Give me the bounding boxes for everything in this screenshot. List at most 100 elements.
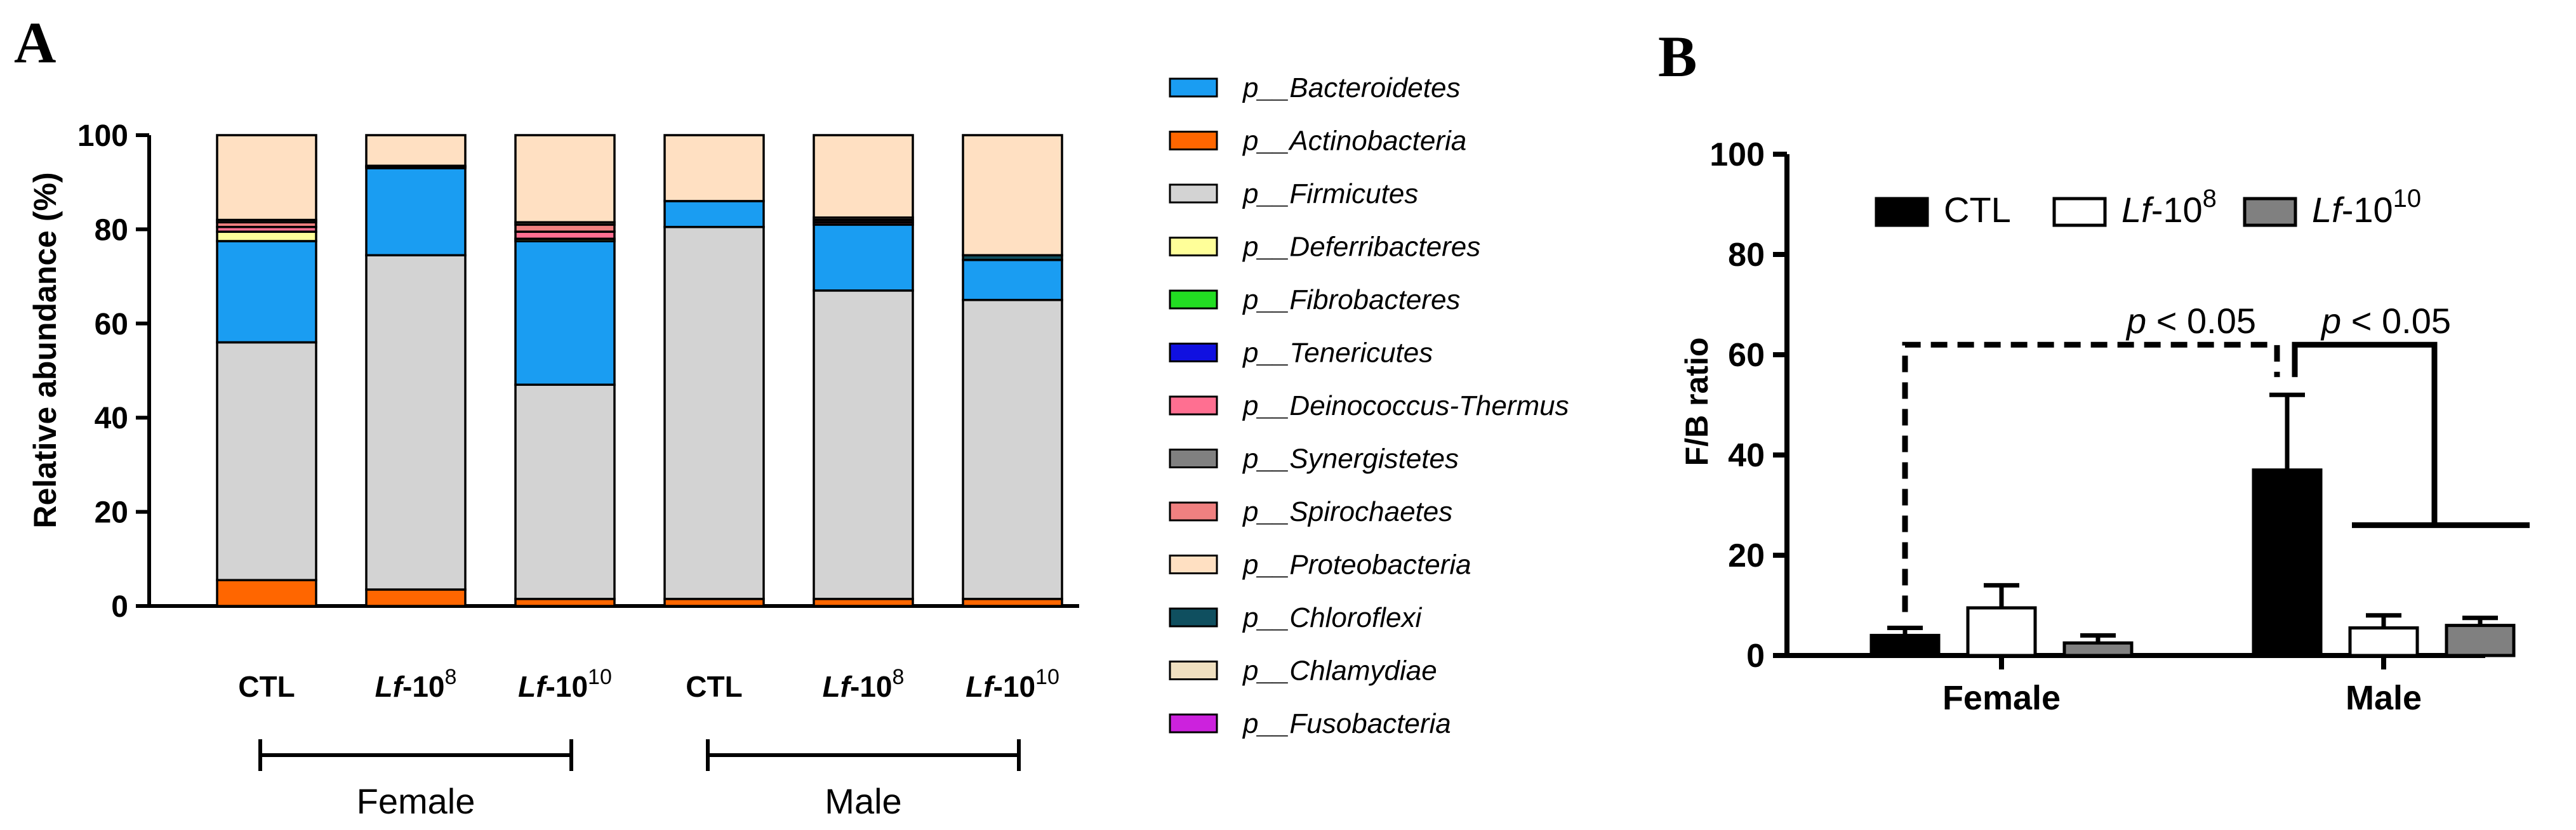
bar-segment — [514, 383, 616, 600]
legend-swatch — [1169, 501, 1218, 522]
bar-segment — [514, 240, 616, 386]
group-label: Male — [825, 781, 901, 821]
legend-label: p__Fusobacteria — [1242, 708, 1451, 739]
bar-segment — [216, 134, 317, 221]
panel-label-a: A — [14, 10, 56, 75]
bar — [2062, 641, 2134, 657]
bar-segment — [663, 200, 765, 228]
legend-label: CTL — [1944, 190, 2011, 230]
y-tick-label: 40 — [1728, 437, 1765, 474]
legend-label: p__Firmicutes — [1242, 178, 1418, 209]
legend-label: p__Deinococcus-Thermus — [1242, 390, 1569, 421]
legend-swatch — [1169, 555, 1218, 574]
significance-bracket-dashed — [1902, 341, 2280, 612]
bar-segment — [216, 341, 317, 581]
fb-y-axis-label: F/B ratio — [1679, 338, 1715, 466]
bar-segment — [813, 289, 914, 600]
legend-swatch — [2052, 197, 2107, 227]
abundance-y-axis-label: Relative abundance (%) — [27, 172, 63, 528]
legend-label: p__Chlamydiae — [1242, 655, 1437, 687]
fb-bars — [1869, 392, 2516, 657]
legend-swatch — [1169, 131, 1218, 150]
legend-swatch — [1875, 197, 1929, 227]
y-tick-label: 100 — [77, 119, 128, 153]
y-tick-label: 60 — [1728, 337, 1765, 374]
bar-segment — [813, 134, 914, 219]
legend-label: p__Bacteroidetes — [1242, 72, 1460, 103]
bar-segment — [216, 579, 317, 607]
bar — [1966, 606, 2037, 657]
y-tick-label: 40 — [95, 402, 128, 435]
y-tick-label: 80 — [1728, 237, 1765, 273]
y-tick-label: 0 — [1746, 638, 1765, 675]
fb-axes: 0 20 40 60 80 100 Female Male — [1710, 136, 2485, 717]
x-tick-label: CTL — [238, 670, 295, 703]
y-tick-label: 60 — [95, 308, 128, 341]
y-tick-label: 0 — [111, 590, 128, 624]
legend-swatch — [1169, 77, 1218, 98]
significance-label: p < 0.05 — [2320, 301, 2451, 341]
panel-label-b: B — [1658, 24, 1697, 89]
legend-label: Lf-1010 — [2312, 185, 2421, 230]
significance-label: p < 0.05 — [2125, 301, 2256, 341]
legend-swatch — [1169, 289, 1218, 310]
bar-segment — [365, 588, 467, 607]
significance-bracket-solid — [2292, 341, 2438, 525]
legend-swatch — [1169, 661, 1218, 680]
x-tick-label: Male — [2346, 679, 2422, 717]
x-tick-label: Lf-108 — [823, 665, 905, 703]
bar-segment — [962, 134, 1063, 256]
x-tick-label: Lf-1010 — [518, 665, 612, 703]
bar — [2252, 468, 2323, 657]
legend-swatch — [1169, 183, 1218, 204]
legend-swatch — [2243, 197, 2297, 227]
y-tick-label: 20 — [1728, 537, 1765, 574]
legend-label: p__Fibrobacteres — [1242, 284, 1460, 315]
y-tick-label: 80 — [95, 213, 128, 247]
bar-segment — [216, 230, 317, 242]
legend-label: p__Chloroflexi — [1242, 602, 1422, 633]
bar-segment — [216, 240, 317, 344]
legend-label: p__Tenericutes — [1242, 338, 1433, 369]
bar — [2445, 624, 2516, 657]
bar-segment — [365, 134, 467, 167]
legend-label: p__Actinobacteria — [1242, 126, 1466, 157]
abundance-group-brackets: Female Male — [258, 739, 1021, 821]
y-tick-label: 100 — [1710, 136, 1765, 173]
y-tick-label: 20 — [95, 496, 128, 530]
bar-segment — [962, 298, 1063, 600]
legend-swatch — [1169, 713, 1218, 734]
x-tick-label: Lf-108 — [375, 665, 457, 703]
bar-segment — [663, 134, 765, 202]
x-tick-label: Female — [1942, 679, 2061, 717]
abundance-bars — [216, 134, 1063, 607]
legend-swatch — [1169, 343, 1218, 362]
legend-swatch — [1169, 449, 1218, 468]
abundance-x-labels: CTL Lf-108 Lf-1010 CTL Lf-108 Lf-1010 — [238, 665, 1059, 703]
fb-legend: CTL Lf-108 Lf-1010 — [1875, 185, 2421, 230]
fb-significance: p < 0.05 p < 0.05 — [1902, 301, 2530, 612]
bar — [2348, 626, 2419, 657]
bar-segment — [663, 225, 765, 600]
stacked-abundance-chart: 0 20 40 60 80 100 CTL Lf-108 Lf-1010 CTL Lf-108 Lf… — [27, 119, 1079, 821]
legend-label: p__Proteobacteria — [1242, 550, 1471, 581]
legend-label: p__Deferribacteres — [1242, 232, 1480, 263]
bar-segment — [813, 223, 914, 292]
legend-swatch — [1169, 607, 1218, 628]
group-label: Female — [357, 781, 475, 821]
x-tick-label: Lf-1010 — [966, 665, 1059, 703]
bar — [1869, 633, 1941, 657]
legend-swatch — [1169, 237, 1218, 256]
x-tick-label: CTL — [686, 670, 742, 703]
legend-label: p__Spirochaetes — [1242, 496, 1452, 527]
bar-segment — [962, 258, 1063, 301]
bar-segment — [514, 134, 616, 224]
legend-label: p__Synergistetes — [1242, 444, 1459, 475]
legend-label: Lf-108 — [2121, 185, 2217, 230]
legend-swatch — [1169, 395, 1218, 416]
bar-segment — [365, 254, 467, 591]
phylum-legend: p__Bacteroidetes p__Actinobacteria p__Firm… — [1169, 72, 1569, 739]
bar-segment — [365, 167, 467, 256]
